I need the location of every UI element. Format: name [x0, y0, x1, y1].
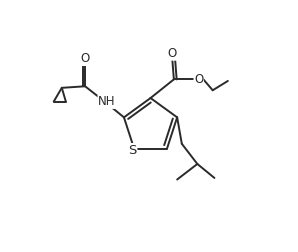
Text: O: O	[194, 73, 203, 86]
Text: O: O	[80, 52, 90, 66]
Text: S: S	[128, 144, 137, 157]
Text: O: O	[168, 47, 177, 60]
Text: NH: NH	[98, 95, 116, 108]
